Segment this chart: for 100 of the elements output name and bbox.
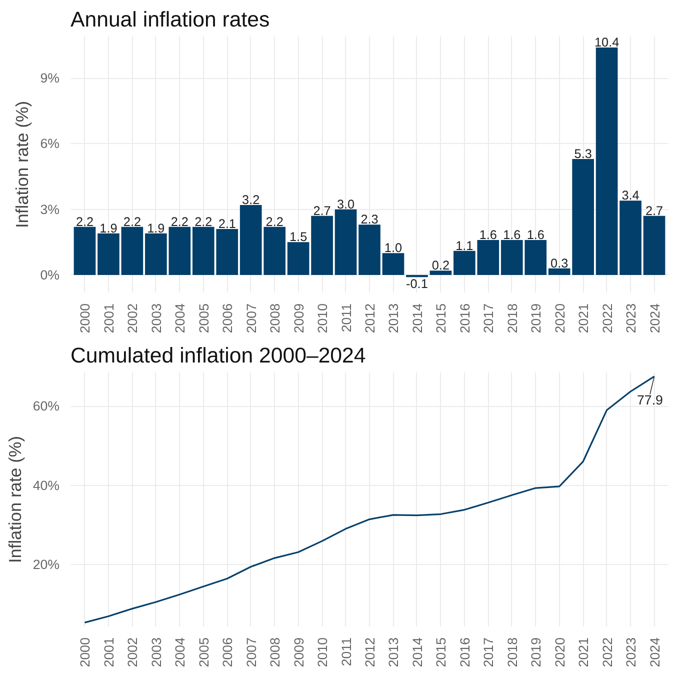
- x-tick-label: 2023: [624, 303, 639, 334]
- x-tick-label: 2019: [528, 637, 544, 668]
- text: 2.3: [360, 212, 378, 227]
- chart-title: Annual inflation rates: [70, 8, 270, 32]
- text: -0.1: [406, 277, 428, 292]
- bar: [311, 216, 333, 275]
- text: 1.1: [456, 238, 474, 253]
- text: 1.9: [100, 221, 118, 236]
- x-tick-label: 2006: [220, 637, 236, 668]
- text: 2.2: [170, 214, 188, 229]
- text: 2.7: [313, 204, 331, 218]
- x-tick-label: 2013: [386, 303, 402, 334]
- y-tick-label: 0%: [40, 267, 60, 282]
- x-tick-label: 2001: [101, 637, 116, 668]
- text: 2.7: [645, 204, 664, 218]
- bar: [430, 270, 452, 275]
- chart-title: Cumulated inflation 2000–2024: [70, 344, 366, 368]
- x-tick-label: 2023: [624, 637, 639, 668]
- x-tick-label: 2011: [338, 303, 354, 332]
- bar: [406, 274, 428, 278]
- x-tick-label: 2006: [220, 303, 236, 334]
- bar: [334, 209, 357, 275]
- x-tick-label: 2016: [457, 303, 472, 334]
- x-tick-label: 2024: [647, 302, 662, 334]
- x-tick-label: 2022: [600, 637, 615, 668]
- y-tick-label: 6%: [40, 136, 60, 152]
- x-tick-label: 2003: [148, 637, 164, 668]
- annotation: 77.9: [637, 392, 663, 408]
- x-tick-label: 2022: [600, 303, 615, 334]
- text: 10.4: [594, 35, 620, 50]
- y-tick-label: 60%: [32, 398, 60, 414]
- x-tick-label: 2010: [315, 303, 330, 334]
- bar: [287, 242, 310, 275]
- x-tick-label: 2009: [291, 637, 306, 668]
- x-tick-label: 2024: [647, 636, 662, 668]
- x-tick-label: 2019: [528, 303, 544, 334]
- y-tick-label: 20%: [32, 556, 60, 572]
- bar: [596, 47, 618, 275]
- x-tick-label: 2000: [78, 303, 93, 334]
- text: 2.1: [218, 217, 236, 232]
- text: 5.3: [574, 147, 592, 162]
- x-tick-label: 2008: [268, 637, 283, 668]
- text: 1.6: [503, 228, 521, 242]
- y-tick-label: 40%: [32, 478, 60, 493]
- x-tick-label: 2014: [410, 302, 425, 334]
- bar: [382, 253, 404, 275]
- bar: [98, 233, 120, 275]
- y-axis-title: Inflation rate (%): [12, 100, 32, 228]
- text: 1.5: [290, 230, 308, 244]
- x-tick-label: 2007: [244, 303, 259, 334]
- text: 1.9: [147, 221, 165, 236]
- text: 3.4: [622, 188, 640, 203]
- x-tick-label: 2010: [315, 637, 330, 668]
- x-tick-label: 2005: [196, 637, 212, 668]
- bar: [358, 224, 380, 275]
- y-tick-label: 3%: [40, 202, 60, 217]
- x-tick-label: 2007: [244, 637, 259, 668]
- bar: [620, 200, 642, 275]
- text: 0.2: [432, 258, 450, 273]
- x-tick-label: 2009: [291, 303, 306, 334]
- text: 1.6: [479, 228, 497, 242]
- x-tick-label: 2004: [172, 302, 188, 334]
- x-tick-label: 2018: [504, 303, 520, 334]
- text: 2.2: [76, 214, 94, 229]
- x-tick-label: 2011: [338, 637, 354, 666]
- x-tick-label: 2002: [125, 637, 140, 668]
- x-tick-label: 2001: [101, 303, 116, 334]
- x-tick-label: 2018: [504, 637, 520, 668]
- text: 1.6: [526, 228, 544, 242]
- x-tick-label: 2002: [125, 303, 140, 334]
- x-tick-label: 2014: [410, 636, 425, 668]
- y-tick-label: 9%: [40, 70, 60, 86]
- text: 0.3: [550, 256, 568, 270]
- bar: [643, 216, 666, 275]
- x-tick-label: 2013: [386, 637, 402, 668]
- x-tick-label: 2016: [457, 637, 472, 668]
- x-tick-label: 2021: [576, 303, 592, 334]
- text: 2.2: [194, 214, 212, 229]
- text: 2.2: [266, 214, 284, 229]
- x-tick-label: 2015: [434, 303, 449, 334]
- x-tick-label: 2017: [481, 637, 496, 668]
- x-tick-label: 2012: [362, 637, 378, 668]
- x-tick-label: 2020: [552, 637, 568, 668]
- x-tick-label: 2004: [172, 636, 188, 668]
- x-tick-label: 2017: [481, 303, 496, 334]
- text: 1.0: [384, 241, 402, 256]
- x-tick-label: 2021: [576, 637, 592, 668]
- x-tick-label: 2003: [148, 303, 164, 334]
- text: 3.2: [242, 192, 260, 207]
- text: 3.0: [336, 197, 355, 212]
- x-tick-label: 2015: [434, 637, 449, 668]
- x-tick-label: 2008: [268, 303, 283, 334]
- x-tick-label: 2012: [362, 303, 378, 334]
- x-tick-label: 2000: [78, 637, 93, 668]
- bar: [121, 226, 144, 275]
- y-axis-title: Inflation rate (%): [4, 436, 25, 564]
- x-tick-label: 2020: [552, 303, 568, 334]
- bar: [74, 226, 96, 275]
- x-tick-label: 2005: [196, 303, 212, 334]
- text: 2.2: [123, 214, 142, 229]
